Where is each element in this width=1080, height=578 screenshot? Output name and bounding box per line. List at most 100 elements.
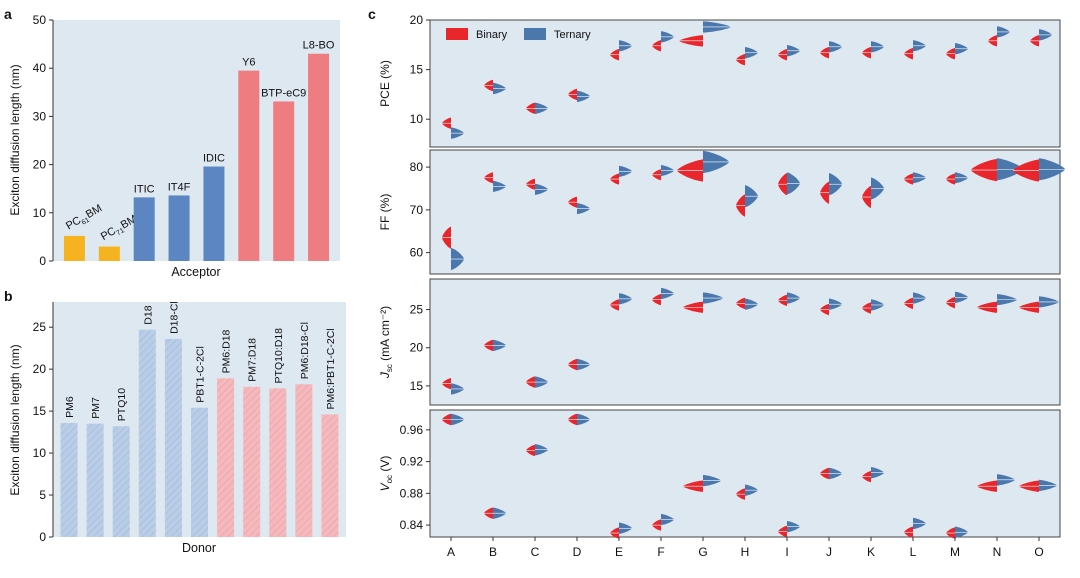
- panel-b-y-tick-label: 15: [33, 404, 47, 418]
- panel-c-y-axis-label: FF (%): [378, 194, 392, 231]
- panel-a-bar-label: L8-BO: [303, 40, 335, 52]
- panel-b-bar-label: D18: [142, 305, 154, 324]
- panel-b-bar: [191, 407, 208, 537]
- panel-c-x-tick-label: H: [741, 545, 750, 559]
- panel-b-chart: PM6 PM7 PTQ10 D18 D18-Cl PBT1-C-2Cl PM6:D18 PM7…: [8, 301, 346, 555]
- panel-c-x-tick-label: L: [910, 545, 917, 559]
- panel-a-bar: [308, 53, 330, 261]
- panel-a-bar-label: Y6: [242, 57, 255, 69]
- panel-b-bar-label: PM6:D18-Cl: [299, 322, 311, 379]
- panel-b-bar-label: PTQ10:D18: [273, 328, 285, 384]
- panel-a-bar: [273, 101, 295, 261]
- panel-c-y-tick-label: 80: [410, 160, 424, 174]
- legend: Binary Ternary: [446, 28, 591, 41]
- panel-a-bar: [133, 197, 155, 261]
- panel-c-x-tick-label: B: [489, 545, 497, 559]
- panel-a-bar: [203, 166, 225, 261]
- panel-b-bar: [295, 384, 313, 537]
- panel-b-bar: [60, 422, 78, 537]
- panel-label-c: c: [368, 6, 376, 22]
- panel-a-y-tick-label: 10: [33, 206, 47, 220]
- legend-label-ternary: Ternary: [554, 29, 591, 41]
- panel-b-bar: [269, 388, 287, 537]
- panel-c-row-ff: 60 70 80 FF (%): [378, 149, 1065, 275]
- panel-c-x-tick-label: D: [573, 545, 582, 559]
- panel-c-row-background: [429, 409, 1061, 538]
- panel-a-bar-label: ITIC: [134, 183, 155, 195]
- panel-b-bar: [217, 378, 235, 537]
- panel-a-x-axis-label: Acceptor: [171, 265, 220, 279]
- panel-c-x-tick-label: O: [1034, 545, 1043, 559]
- panel-a-y-axis-label: Exciton diffusion length (nm): [8, 64, 22, 215]
- panel-c-row-pce: 10 15 20 PCE (%): [378, 13, 1061, 148]
- panel-c-x-tick-label: G: [698, 545, 707, 559]
- panel-b-bar-label: PM6: [64, 396, 76, 418]
- panel-a-bar: [63, 235, 85, 261]
- panel-c-y-tick-label: 0.84: [400, 518, 424, 532]
- panel-b-bar: [112, 426, 130, 537]
- panel-c-y-tick-label: 0.92: [400, 455, 424, 469]
- panel-a-y-tick-label: 40: [33, 61, 47, 75]
- panel-b-y-tick-label: 20: [33, 362, 47, 376]
- panel-a-bar-label: IDIC: [203, 153, 225, 165]
- panel-c-y-tick-label: 20: [410, 13, 424, 27]
- panel-a-bar: [168, 195, 190, 261]
- panel-b-y-tick-label: 0: [39, 530, 46, 544]
- panel-b-bar-label: PM7:D18: [247, 338, 259, 382]
- panel-c-x-tick-label: M: [950, 545, 960, 559]
- panel-c-row-jsc: 15 20 25 Jsc (mA cm⁻²): [378, 278, 1061, 406]
- panel-c-x-tick-label: C: [531, 545, 540, 559]
- panel-c-x-tick-label: A: [447, 545, 455, 559]
- panel-b-bar: [164, 338, 182, 537]
- panel-c-y-axis-label: PCE (%): [378, 60, 392, 107]
- panel-b-y-axis-label: Exciton diffusion length (nm): [8, 344, 22, 495]
- panel-c-x-tick-label: E: [615, 545, 623, 559]
- panel-c-y-tick-label: 70: [410, 203, 424, 217]
- panel-a-y-tick-label: 20: [33, 158, 47, 172]
- panel-b-bar-label: D18-Cl: [168, 301, 180, 334]
- legend-swatch-ternary: [524, 28, 546, 40]
- panel-c-x-tick-label: K: [867, 545, 875, 559]
- panel-a-bar-label: IT4F: [168, 181, 191, 193]
- panel-b-y-tick-label: 5: [39, 488, 46, 502]
- panel-c-y-tick-label: 15: [410, 379, 424, 393]
- panel-c-y-axis-label: Jsc (mA cm⁻²): [378, 306, 394, 379]
- panel-c-y-axis-label: Voc (V): [378, 456, 394, 492]
- panel-c-row-background: [429, 19, 1061, 148]
- panel-b-bar-label: PM6:D18: [221, 329, 233, 373]
- panel-b-y-tick-label: 25: [33, 320, 47, 334]
- panel-c-y-tick-label: 0.96: [400, 423, 424, 437]
- panel-b-bar-label: PBT1-C-2Cl: [195, 346, 207, 403]
- panel-label-b: b: [4, 288, 13, 304]
- panel-a-bar: [238, 70, 260, 261]
- panel-a-y-tick-label: 50: [33, 13, 47, 27]
- panel-b-y-tick-label: 10: [33, 446, 47, 460]
- panel-a-y-tick-label: 0: [39, 254, 46, 268]
- panel-c-y-tick-label: 10: [410, 112, 424, 126]
- panel-b-bar: [243, 386, 261, 537]
- panel-b-bar-label: PM7: [90, 397, 102, 419]
- panel-a-background: [53, 20, 340, 261]
- panel-c-y-tick-label: 0.88: [400, 486, 424, 500]
- panel-b-x-axis-label: Donor: [182, 541, 216, 555]
- panel-c-chart: 10 15 20 PCE (%) 60 70 80 FF (%) 15 20 25 Jsc (mA c…: [378, 13, 1065, 559]
- panel-a-y-tick-label: 30: [33, 109, 47, 123]
- panel-label-a: a: [4, 6, 12, 22]
- panel-c-x-tick-label: N: [993, 545, 1002, 559]
- panel-c-y-tick-label: 25: [410, 303, 424, 317]
- panel-c-x-tick-label: J: [826, 545, 832, 559]
- panel-b-bar-label: PM6:PBT1-C-2Cl: [325, 328, 337, 409]
- legend-swatch-binary: [446, 28, 468, 40]
- panel-c-y-tick-label: 20: [410, 341, 424, 355]
- panel-c-x-tick-label: I: [785, 545, 788, 559]
- panel-c-y-tick-label: 60: [410, 246, 424, 260]
- panel-a-bar: [98, 246, 120, 261]
- panel-c-x-tick-label: F: [657, 545, 664, 559]
- panel-b-bar: [138, 329, 156, 537]
- panel-b-bar: [86, 423, 104, 537]
- panel-c-y-tick-label: 15: [410, 63, 424, 77]
- panel-b-bar: [321, 414, 339, 537]
- legend-label-binary: Binary: [476, 29, 508, 41]
